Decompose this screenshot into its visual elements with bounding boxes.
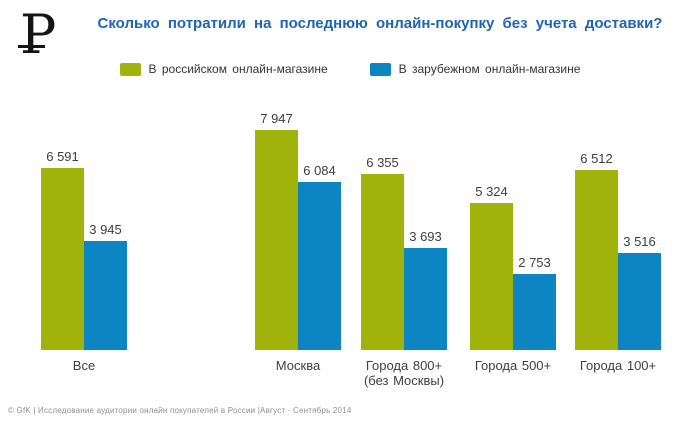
- bar-russian-1: [255, 130, 298, 350]
- bar-value-label-foreign-2: 3 693: [409, 228, 442, 244]
- bar-foreign-1: [298, 181, 341, 350]
- legend-label-foreign-store: В зарубежном онлайн-магазине: [398, 62, 581, 76]
- bar-value-label-russian-4: 6 512: [580, 150, 613, 166]
- bar-value-label-foreign-3: 2 753: [518, 254, 551, 270]
- category-label-0: Все: [72, 358, 96, 373]
- bar-russian-3: [470, 202, 513, 350]
- legend-swatch-foreign-store: [369, 62, 391, 76]
- bar-foreign-2: [404, 247, 447, 350]
- ruble-logo-letter: P: [20, 3, 57, 66]
- bar-value-label-russian-2: 6 355: [366, 155, 399, 171]
- source-note: © GfK | Исследование аудитории онлайн по…: [8, 406, 352, 415]
- bar-value-label-russian-0: 6 591: [46, 148, 79, 164]
- bar-russian-4: [575, 169, 618, 350]
- ruble-logo-crossbar: [18, 45, 45, 48]
- legend-label-russian-store: В российском онлайн-магазине: [148, 62, 328, 76]
- category-label-4: Города 100+: [579, 358, 657, 373]
- bar-value-label-russian-1: 7 947: [260, 111, 293, 126]
- ruble-sign-logo-icon: P: [18, 3, 72, 74]
- legend-item-russian-store: В российском онлайн-магазине: [119, 62, 328, 76]
- legend: В российском онлайн-магазине В зарубежно…: [0, 62, 700, 76]
- bar-value-label-foreign-4: 3 516: [623, 233, 656, 249]
- bar-foreign-3: [513, 273, 556, 350]
- bar-russian-0: [41, 167, 84, 350]
- bar-russian-2: [361, 174, 404, 350]
- bar-value-label-foreign-0: 3 945: [89, 221, 122, 237]
- category-label-2: Города 800+ (без Москвы): [363, 358, 445, 389]
- bar-foreign-4: [618, 252, 661, 350]
- bar-foreign-0: [84, 240, 127, 350]
- legend-swatch-russian-store: [119, 62, 141, 76]
- category-label-1: Москва: [275, 358, 321, 373]
- chart-title: Сколько потратили на последнюю онлайн-по…: [97, 15, 663, 32]
- bar-value-label-russian-3: 5 324: [475, 183, 508, 199]
- legend-item-foreign-store: В зарубежном онлайн-магазине: [369, 62, 581, 76]
- category-label-3: Города 500+: [474, 358, 552, 373]
- bar-value-label-foreign-1: 6 084: [303, 162, 336, 178]
